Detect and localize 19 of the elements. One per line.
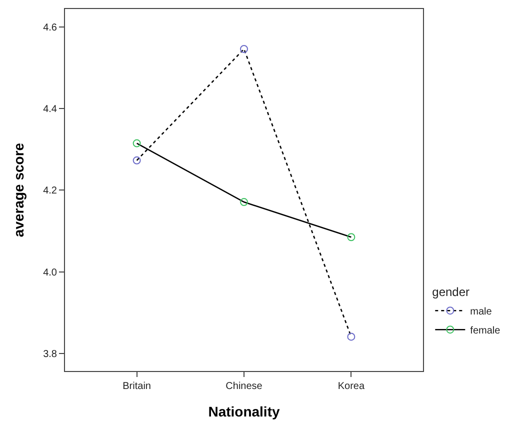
x-tick-label: Chinese <box>226 381 263 392</box>
point <box>240 198 248 206</box>
legend-label: female <box>470 326 501 336</box>
point <box>240 45 248 53</box>
y-tick-label: 4.4 <box>43 104 58 116</box>
legend-label: male <box>470 306 492 318</box>
y-tick-label: 3.8 <box>43 348 58 360</box>
point <box>132 156 141 164</box>
y-axis-title: average score <box>10 142 27 238</box>
y-tick-label: 4.0 <box>43 267 58 278</box>
x-tick-label: Korea <box>338 381 365 392</box>
point <box>132 139 141 148</box>
y-tick-label: 4.6 <box>43 22 58 34</box>
x-axis-title: Nationality <box>208 403 280 420</box>
point <box>347 233 356 242</box>
x-tick-label: Britain <box>122 381 151 392</box>
y-tick-label: 4.2 <box>43 186 58 197</box>
legend-title: gender <box>432 285 470 300</box>
point <box>347 332 356 341</box>
